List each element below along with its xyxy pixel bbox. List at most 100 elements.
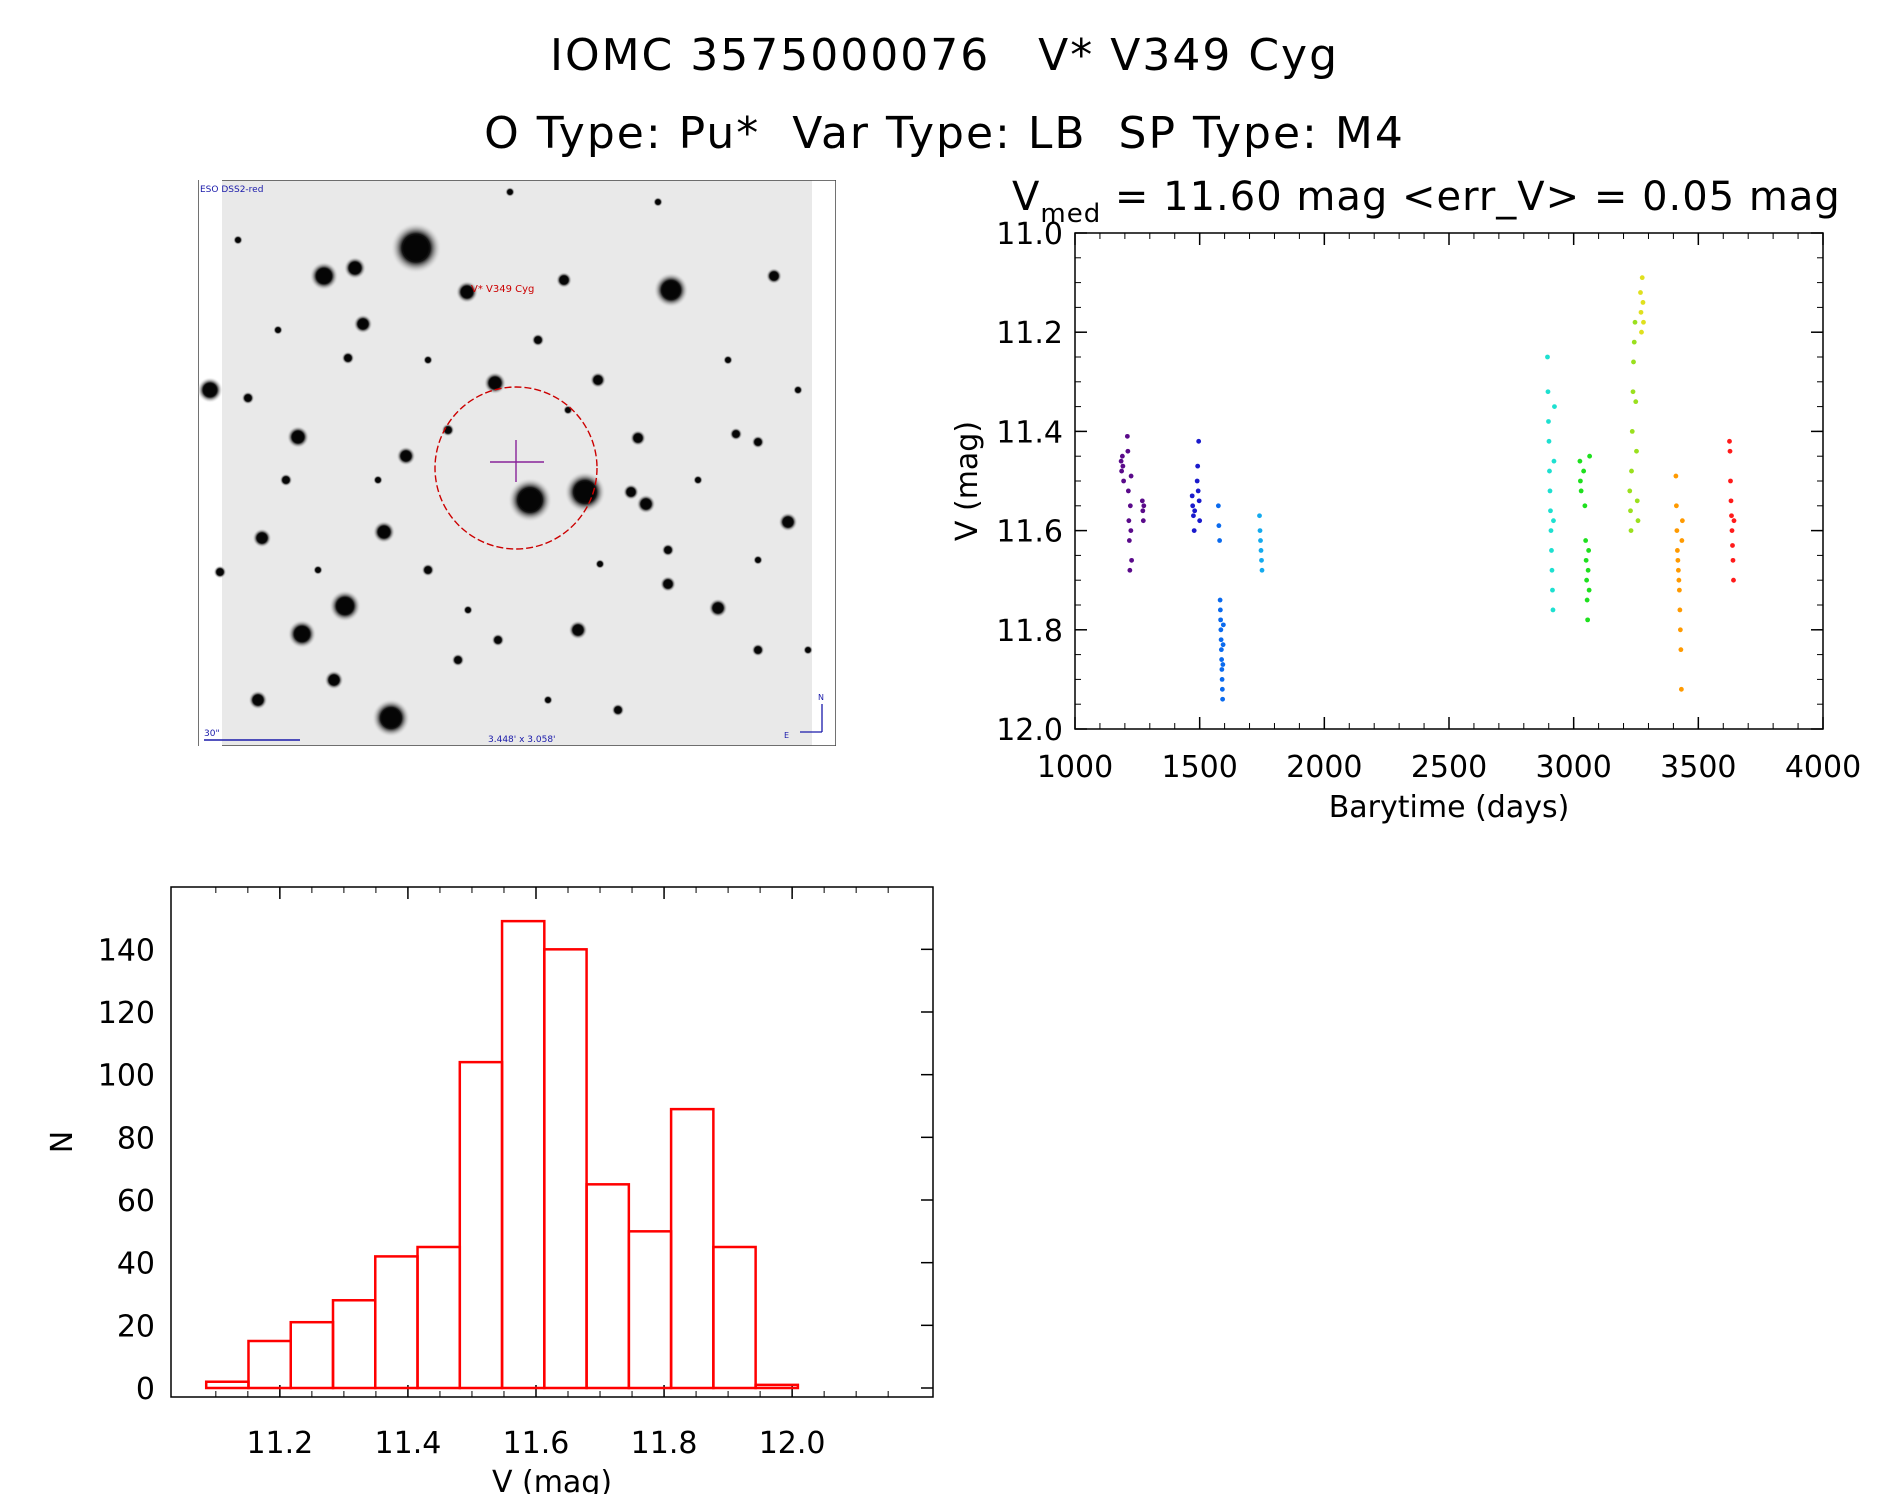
histogram-xtick-label-2: 11.6	[503, 1426, 570, 1461]
lightcurve-point-6-2	[1628, 528, 1634, 533]
lightcurve-point-7-3	[1639, 275, 1645, 281]
star-core-8	[349, 262, 361, 274]
star-core-13	[292, 431, 304, 443]
lightcurve-point-1-10	[1197, 518, 1203, 524]
star-core-17	[594, 376, 602, 384]
histogram-ytick-label-0: 0	[136, 1372, 155, 1407]
star-core-16	[627, 488, 635, 496]
star-core-26	[713, 603, 723, 613]
lightcurve-point-5-9	[1585, 617, 1591, 623]
fov-label: 3.448' x 3.058'	[488, 735, 556, 745]
histogram-bar-11	[669, 1107, 715, 1390]
histogram-xtick-label-3: 11.8	[631, 1426, 698, 1461]
star-core-40	[454, 656, 462, 664]
star-core-44	[275, 327, 281, 333]
lightcurve-title: Vmed = 11.60 mag <err_V> = 0.05 mag	[1012, 174, 1841, 229]
lightcurve-point-2-10	[1219, 667, 1225, 672]
lightcurve-frame	[1074, 232, 1824, 730]
lightcurve-point-1-5	[1194, 478, 1200, 484]
star-core-49	[655, 199, 661, 205]
lightcurve-title-rest: = 11.60 mag <err_V> = 0.05 mag	[1101, 174, 1841, 220]
histogram-ytick-label-4: 80	[117, 1121, 155, 1156]
star-core-29	[754, 438, 762, 446]
star-core-36	[732, 430, 740, 438]
lightcurve-point-6-10	[1634, 448, 1639, 454]
lightcurve-point-8-12	[1679, 538, 1685, 543]
lightcurve-point-9-7	[1730, 557, 1736, 563]
lightcurve-point-0-11	[1127, 503, 1133, 509]
lightcurve-point-3-5	[1259, 567, 1265, 573]
lightcurve-point-4-11	[1550, 607, 1556, 613]
lightcurve-point-5-7	[1584, 577, 1590, 583]
star-core-55	[425, 357, 431, 363]
lightcurve-point-2-1	[1216, 523, 1222, 529]
lightcurve-point-0-18	[1141, 503, 1147, 509]
lightcurve-point-0-14	[1129, 557, 1134, 563]
histogram-ytick-label-1: 20	[117, 1309, 155, 1344]
lightcurve-point-0-7	[1125, 488, 1131, 494]
aperture-circle	[434, 386, 598, 550]
star-core-35	[664, 546, 672, 554]
star-core-33	[424, 566, 432, 574]
lightcurve-point-9-9	[1731, 518, 1737, 524]
lightcurve-point-5-13	[1587, 453, 1593, 459]
lightcurve-point-2-15	[1220, 642, 1226, 648]
lightcurve-point-4-10	[1550, 587, 1555, 593]
lightcurve-xtick-label-6: 4000	[1785, 750, 1861, 785]
histogram-bar-13	[754, 1383, 800, 1390]
lightcurve-point-9-6	[1730, 543, 1735, 548]
lightcurve-point-0-8	[1126, 518, 1132, 524]
lightcurve-title-subscript: med	[1040, 199, 1101, 229]
lightcurve-point-3-3	[1258, 548, 1264, 553]
histogram-bar-3	[331, 1299, 377, 1390]
lightcurve-point-3-4	[1259, 557, 1264, 563]
histogram-ytick-label-7: 140	[98, 933, 155, 968]
lightcurve-point-8-6	[1676, 577, 1682, 583]
star-core-37	[494, 636, 502, 644]
star-core-19	[203, 383, 217, 397]
lightcurve-point-4-1	[1545, 389, 1551, 395]
star-core-47	[216, 568, 224, 576]
histogram-bar-12	[712, 1245, 757, 1390]
lightcurve-point-1-2	[1191, 513, 1196, 519]
lightcurve-point-2-4	[1217, 607, 1223, 613]
star-core-50	[235, 237, 241, 243]
star-core-39	[444, 426, 452, 434]
lightcurve-xtick-label-2: 2000	[1286, 750, 1362, 785]
lightcurve-point-6-7	[1631, 339, 1637, 345]
lightcurve-point-0-15	[1139, 498, 1145, 504]
histogram-bar-4	[374, 1255, 419, 1390]
star-core-58	[755, 557, 761, 563]
lightcurve-point-1-9	[1196, 498, 1202, 504]
lightcurve-point-1-0	[1189, 493, 1195, 499]
lightcurve-point-8-8	[1677, 607, 1683, 613]
lightcurve-point-0-4	[1121, 478, 1127, 484]
lightcurve-point-6-12	[1635, 518, 1641, 524]
histogram-ytick-label-2: 40	[117, 1247, 155, 1282]
lightcurve-point-7-1	[1638, 309, 1644, 315]
lightcurve-point-6-9	[1633, 399, 1639, 405]
lightcurve-point-2-16	[1220, 622, 1226, 628]
star-core-9	[461, 286, 473, 298]
star-core-23	[573, 625, 583, 635]
star-core-32	[344, 354, 352, 362]
lightcurve-point-2-0	[1215, 503, 1221, 509]
lightcurve-point-6-4	[1629, 429, 1635, 434]
star-core-10	[358, 319, 368, 329]
lightcurve-point-2-7	[1218, 637, 1224, 643]
lightcurve-point-8-3	[1674, 548, 1680, 553]
histogram-xtick-label-0: 11.2	[246, 1426, 313, 1461]
lightcurve-xtick-label-5: 3500	[1660, 750, 1736, 785]
lightcurve-point-8-7	[1676, 587, 1682, 593]
histogram-bar-1	[247, 1339, 292, 1390]
lightcurve-point-4-4	[1547, 468, 1552, 474]
lightcurve-point-3-0	[1257, 513, 1262, 519]
star-core-18	[560, 276, 568, 284]
star-core-34	[282, 476, 290, 484]
lightcurve-point-8-1	[1673, 503, 1679, 509]
lightcurve-point-9-8	[1731, 577, 1736, 583]
histogram-bar-5	[416, 1245, 462, 1390]
lightcurve-point-0-3	[1120, 463, 1126, 469]
lightcurve-ytick-label-4: 11.8	[996, 614, 1063, 649]
